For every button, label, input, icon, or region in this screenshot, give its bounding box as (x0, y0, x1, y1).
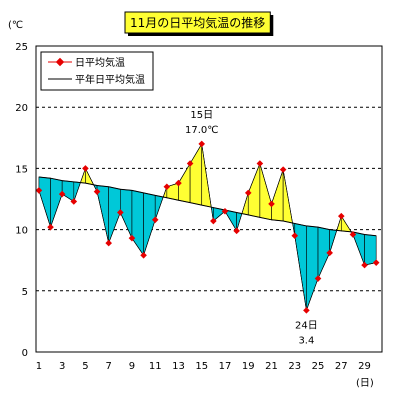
data-point-day-8 (117, 209, 124, 216)
data-point-day-16 (210, 217, 217, 225)
data-point-day-10 (140, 252, 147, 259)
data-point-day-11 (151, 216, 159, 224)
data-point-day-5 (82, 165, 89, 172)
data-point-day-30 (372, 259, 380, 266)
data-point-day-3 (58, 190, 66, 198)
x-tick-11: 11 (149, 361, 162, 372)
x-tick-17: 17 (219, 361, 232, 372)
fill-segment-19 (247, 163, 261, 218)
data-point-day-25 (314, 275, 322, 282)
annotation-max-value: 17.0℃ (185, 125, 219, 136)
chart-title: 11月の日平均気温の推移 (124, 11, 274, 36)
plot-frame (35, 45, 383, 353)
x-tick-13: 13 (172, 361, 185, 372)
x-tick-3: 3 (59, 361, 65, 372)
x-axis-label: (日) (356, 378, 374, 389)
annotation-max-day: 15日 (190, 110, 213, 121)
data-point-day-12 (163, 183, 171, 191)
legend: 日平均気温 平年日平均気温 (40, 51, 154, 91)
data-point-day-29 (361, 261, 368, 269)
x-tick-9: 9 (129, 361, 135, 372)
fill-segment-10 (143, 192, 156, 256)
y-tick-0: 0 (22, 348, 28, 359)
data-point-day-6 (93, 188, 101, 195)
fill-segment-3 (61, 180, 75, 202)
data-point-day-27 (337, 212, 345, 220)
x-tick-5: 5 (82, 361, 88, 372)
x-tick-labels: 1 3 5 7 9 11 13 15 17 19 21 23 25 27 29 (36, 361, 371, 372)
data-point-day-19 (244, 189, 252, 197)
data-point-day-9 (128, 234, 136, 242)
x-tick-29: 29 (358, 361, 371, 372)
data-point-day-2 (47, 223, 54, 231)
y-axis-label: (℃ (8, 20, 23, 31)
fill-segment-7 (108, 186, 121, 244)
data-point-day-17 (221, 207, 229, 215)
y-tick-20: 20 (15, 103, 28, 114)
data-point-day-18 (233, 227, 240, 235)
x-tick-25: 25 (312, 361, 325, 372)
x-tick-15: 15 (195, 361, 208, 372)
legend-entry-normal: 平年日平均気温 (75, 73, 145, 86)
annotation-min-value: 3.4 (298, 335, 314, 346)
legend-marker-observed (55, 57, 65, 67)
data-point-day-14 (186, 160, 194, 167)
y-tick-10: 10 (15, 226, 28, 237)
data-point-day-1 (35, 187, 43, 194)
x-tick-1: 1 (36, 361, 42, 372)
y-tick-5: 5 (22, 287, 28, 298)
data-point-day-24 (303, 307, 310, 314)
series-line-observed (38, 143, 377, 311)
fill-segment-2 (50, 177, 63, 228)
data-point-day-7 (105, 239, 112, 247)
fill-segment-29 (364, 234, 377, 266)
y-tick-labels: 0 5 10 15 20 25 (15, 42, 28, 359)
data-point-day-28 (349, 231, 357, 238)
fill-segment-9 (131, 190, 144, 257)
fill-segment-20 (259, 163, 272, 221)
fill-segment-24 (306, 225, 319, 311)
annotation-min-day: 24日 (295, 320, 318, 331)
x-tick-21: 21 (265, 361, 278, 372)
x-tick-7: 7 (106, 361, 112, 372)
data-point-day-4 (70, 198, 78, 205)
x-tick-27: 27 (335, 361, 348, 372)
fill-segment-14 (189, 142, 203, 206)
series-lines (38, 143, 377, 311)
annotation-max: 15日 17.0℃ (185, 110, 219, 136)
annotation-min: 24日 3.4 (295, 320, 318, 346)
data-point-day-20 (256, 160, 264, 167)
data-point-day-26 (326, 249, 333, 257)
data-point-day-23 (291, 232, 299, 240)
x-tick-23: 23 (288, 361, 301, 372)
fill-segment-1 (38, 176, 51, 228)
legend-entry-observed: 日平均気温 (75, 56, 125, 69)
x-tick-19: 19 (242, 361, 255, 372)
data-point-day-22 (279, 166, 287, 173)
chart-title-text: 11月の日平均気温の推移 (130, 15, 265, 30)
series-line-normal (38, 176, 377, 237)
data-point-day-15 (198, 140, 206, 148)
data-point-day-13 (175, 179, 182, 187)
data-point-day-21 (268, 200, 275, 208)
data-markers (35, 140, 380, 314)
y-tick-25: 25 (15, 42, 28, 53)
fill-segment-21 (271, 169, 284, 222)
y-tick-15: 15 (15, 164, 28, 175)
